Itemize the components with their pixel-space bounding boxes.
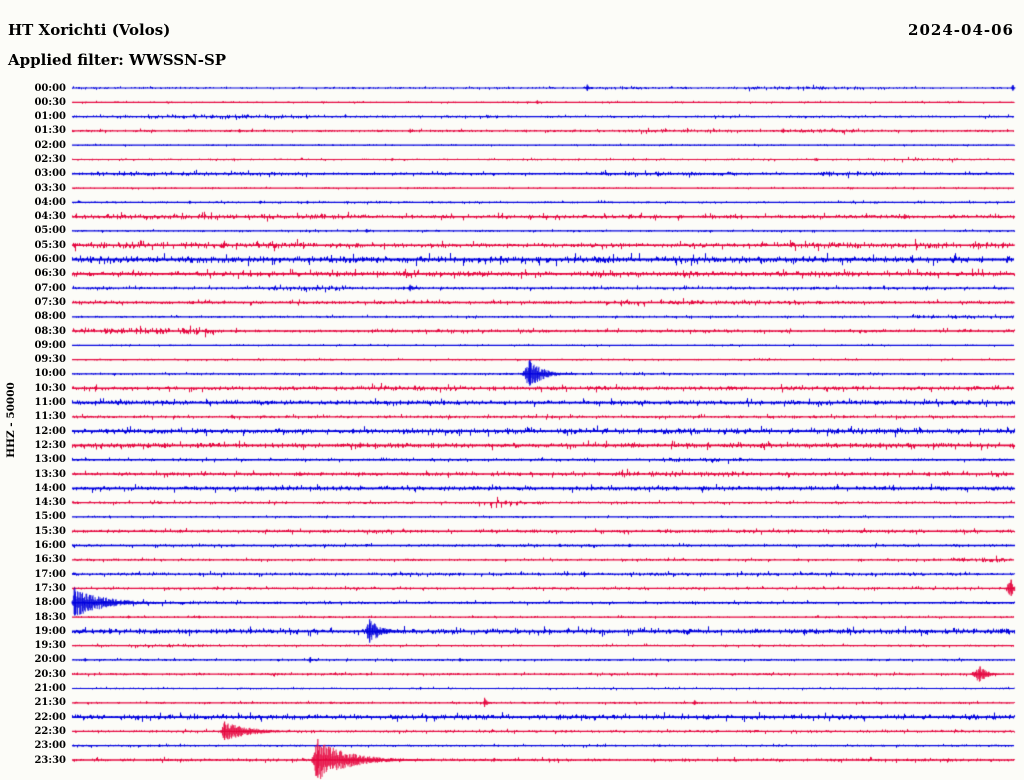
time-label: 05:00 bbox=[34, 225, 66, 237]
time-label: 14:30 bbox=[34, 497, 66, 509]
time-label: 21:00 bbox=[34, 683, 66, 694]
time-label: 06:00 bbox=[34, 254, 66, 266]
time-label: 15:30 bbox=[34, 525, 66, 537]
time-label: 04:00 bbox=[34, 196, 66, 208]
time-label: 14:00 bbox=[34, 482, 66, 494]
time-label: 19:00 bbox=[34, 625, 66, 637]
time-label: 01:30 bbox=[34, 125, 66, 137]
time-label: 17:00 bbox=[34, 568, 66, 580]
time-label: 01:00 bbox=[34, 111, 66, 123]
time-label: 09:30 bbox=[34, 354, 66, 366]
time-label: 20:30 bbox=[34, 668, 66, 680]
time-label: 10:30 bbox=[34, 382, 66, 394]
time-label: 07:30 bbox=[34, 296, 66, 308]
time-label: 19:30 bbox=[34, 640, 66, 652]
time-label: 03:00 bbox=[34, 168, 66, 180]
time-label: 02:30 bbox=[34, 153, 66, 165]
time-label: 16:00 bbox=[34, 540, 66, 552]
time-label: 15:00 bbox=[34, 511, 66, 523]
time-label: 16:30 bbox=[34, 554, 66, 566]
time-label: 00:30 bbox=[34, 96, 66, 108]
time-label: 13:30 bbox=[34, 468, 66, 480]
time-label: 08:30 bbox=[34, 325, 66, 337]
time-label: 11:00 bbox=[34, 397, 66, 409]
time-label: 12:30 bbox=[34, 439, 66, 451]
time-label: 17:30 bbox=[34, 582, 66, 594]
time-label: 23:30 bbox=[34, 754, 66, 766]
time-label: 18:30 bbox=[34, 611, 66, 623]
time-label: 03:30 bbox=[34, 182, 66, 194]
time-label: 09:00 bbox=[34, 339, 66, 351]
time-label: 10:00 bbox=[34, 368, 66, 380]
time-label: 08:00 bbox=[34, 311, 66, 323]
time-label: 23:00 bbox=[34, 740, 66, 752]
time-label: 18:00 bbox=[34, 597, 66, 609]
time-label: 20:00 bbox=[34, 654, 66, 666]
time-label: 11:30 bbox=[34, 411, 66, 423]
time-label: 04:30 bbox=[34, 211, 66, 223]
time-label: 05:30 bbox=[34, 239, 66, 251]
time-label: 22:30 bbox=[34, 725, 66, 737]
time-label: 07:00 bbox=[34, 282, 66, 294]
time-label: 13:00 bbox=[34, 454, 66, 466]
time-label: 21:30 bbox=[34, 697, 66, 709]
time-label: 12:00 bbox=[34, 425, 66, 437]
time-label: 02:00 bbox=[34, 139, 66, 151]
time-label: 22:00 bbox=[34, 711, 66, 723]
time-label: 06:30 bbox=[34, 268, 66, 280]
time-label: 00:00 bbox=[34, 82, 66, 94]
